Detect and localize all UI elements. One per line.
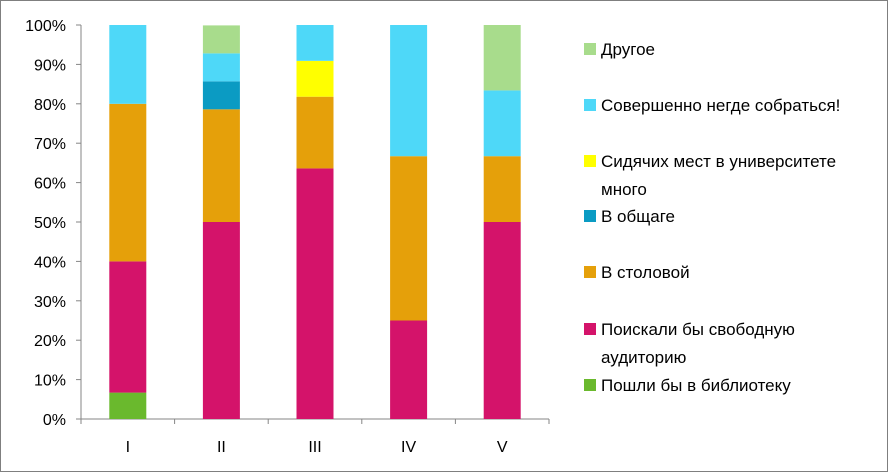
- x-tick-label: IV: [401, 439, 416, 456]
- legend-label: Сидячих мест в университете: [601, 152, 836, 171]
- bar-segment: [202, 53, 240, 82]
- y-axis-ticks: 0% 10% 20% 30% 40% 50% 60% 70% 80% 90% 100%: [25, 18, 81, 429]
- bar-segment: [390, 320, 428, 419]
- bar-segment: [296, 25, 334, 61]
- y-tick-label: 60%: [34, 176, 66, 193]
- legend-swatch: [584, 155, 596, 167]
- bar-segment: [202, 81, 240, 110]
- bar-segment: [483, 156, 521, 222]
- bar-segment: [109, 103, 147, 262]
- legend-swatch: [584, 99, 596, 111]
- x-tick-label: II: [217, 439, 226, 456]
- x-tick-label: V: [497, 439, 508, 456]
- legend-label: Поискали бы свободную: [601, 320, 795, 339]
- bar-segment: [296, 96, 334, 169]
- bar-segment: [109, 25, 147, 104]
- bar-segment: [202, 222, 240, 419]
- y-tick-label: 20%: [34, 333, 66, 350]
- legend-label: много: [601, 180, 647, 199]
- y-tick-label: 90%: [34, 57, 66, 74]
- y-tick-label: 70%: [34, 136, 66, 153]
- y-tick-label: 50%: [34, 215, 66, 232]
- legend-label: В столовой: [601, 263, 690, 282]
- legend-label: Совершенно негде собраться!: [601, 96, 840, 115]
- legend-swatch: [584, 266, 596, 278]
- y-tick-label: 40%: [34, 254, 66, 271]
- bar-segment: [296, 168, 334, 419]
- bar-segment: [202, 25, 240, 54]
- legend-label: Другое: [601, 40, 655, 59]
- bar-segment: [483, 222, 521, 419]
- legend-swatch: [584, 210, 596, 222]
- legend-label: Пошли бы в библиотеку: [601, 376, 791, 395]
- y-tick-label: 0%: [43, 412, 66, 429]
- x-tick-label: III: [308, 439, 321, 456]
- legend-label: аудиторию: [601, 348, 687, 367]
- bar-segment: [483, 90, 521, 157]
- y-tick-label: 10%: [34, 373, 66, 390]
- bar-segment: [296, 60, 334, 97]
- bar-segment: [109, 261, 147, 393]
- bar-segment: [483, 25, 521, 91]
- x-tick-label: I: [126, 439, 130, 456]
- bar-segment: [202, 109, 240, 222]
- y-tick-label: 30%: [34, 294, 66, 311]
- y-tick-label: 80%: [34, 97, 66, 114]
- x-axis-ticks: I II III IV V: [80, 419, 550, 456]
- y-tick-label: 100%: [25, 18, 66, 35]
- legend-swatch: [584, 379, 596, 391]
- bar-segment: [390, 156, 428, 321]
- bar-segment: [109, 392, 147, 419]
- legend-swatch: [584, 323, 596, 335]
- bars: [109, 25, 521, 419]
- legend-swatch: [584, 43, 596, 55]
- legend: Другое Совершенно негде собраться! Сидячих…: [584, 40, 840, 395]
- legend-label: В общаге: [601, 207, 675, 226]
- bar-segment: [390, 25, 428, 157]
